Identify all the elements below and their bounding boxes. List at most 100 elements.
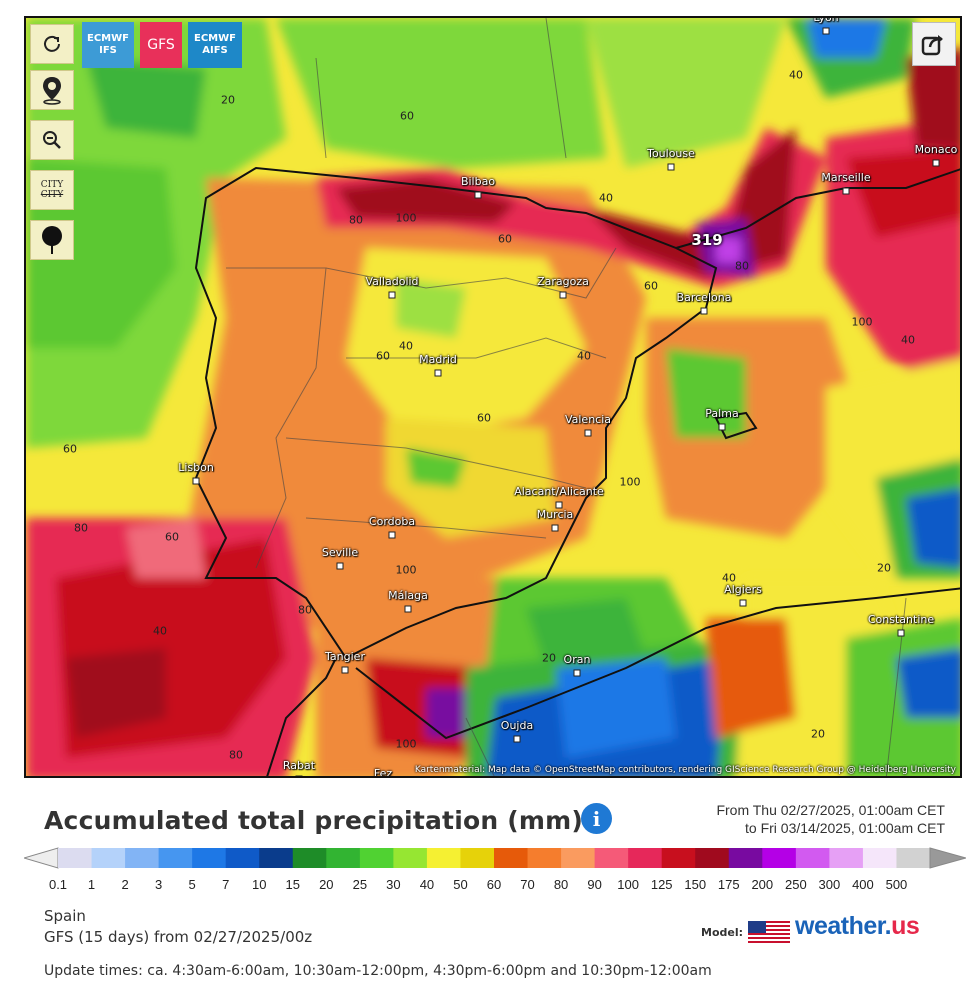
scale-tick-label: 70 [520, 877, 535, 892]
scale-swatch [494, 848, 529, 868]
city-marker[interactable] [559, 291, 567, 299]
city-marker[interactable] [388, 531, 396, 539]
zoom-out-button[interactable] [30, 120, 74, 160]
model-ecmwf-ifs-button[interactable]: ECMWF IFS [82, 22, 134, 68]
isoline-label: 60 [165, 530, 179, 544]
city-marker[interactable] [434, 369, 442, 377]
city-label: Toulouse [647, 147, 695, 160]
isoline-label: 20 [877, 561, 891, 575]
region-name: Spain [44, 907, 86, 925]
region-info: Spain GFS (15 days) from 02/27/2025/00z [44, 906, 312, 948]
model-label-line1: GFS [147, 37, 175, 53]
city-label: Murcia [536, 508, 574, 521]
scale-tick-label: 100 [617, 877, 639, 892]
scale-tick-label: 20 [319, 877, 334, 892]
scale-swatch [762, 848, 797, 868]
scale-tick-label: 0.1 [48, 877, 68, 892]
location-button[interactable] [30, 70, 74, 110]
isoline-label: 20 [221, 93, 235, 107]
scale-swatch [393, 848, 428, 868]
city-marker[interactable] [842, 187, 850, 195]
city-label: Oujda [500, 719, 534, 732]
city-label: Oran [563, 653, 591, 666]
city-marker[interactable] [822, 27, 830, 35]
scale-swatch [460, 848, 495, 868]
city-marker[interactable] [667, 163, 675, 171]
scale-swatch [426, 848, 461, 868]
scale-swatch [527, 848, 562, 868]
scale-tick-label: 500 [885, 877, 908, 892]
refresh-button[interactable] [30, 24, 74, 64]
info-icon[interactable]: i [581, 803, 612, 834]
isoline-label: 100 [395, 211, 417, 225]
city-label: Tangier [325, 650, 365, 663]
model-label-line1: ECMWF [194, 33, 236, 44]
city-label: Barcelona [676, 291, 732, 304]
isoline-label: 40 [577, 349, 591, 363]
scale-tick-label: 15 [285, 877, 300, 892]
isoline-label: 80 [229, 748, 243, 762]
city-marker[interactable] [404, 605, 412, 613]
isoline-label: 100 [851, 315, 873, 329]
us-flag-icon [748, 921, 790, 945]
isoline-label: 60 [477, 411, 491, 425]
location-pin-icon [43, 77, 61, 105]
model-gfs-button[interactable]: GFS [140, 22, 182, 68]
city-marker[interactable] [718, 423, 726, 431]
marker-button[interactable] [30, 220, 74, 260]
isoline-label: 60 [400, 109, 414, 123]
city-marker[interactable] [573, 669, 581, 677]
city-marker[interactable] [584, 429, 592, 437]
scale-tick-label: 90 [587, 877, 602, 892]
city-marker[interactable] [555, 501, 563, 509]
scale-tick-label: 50 [453, 877, 468, 892]
isoline-label: 60 [644, 279, 658, 293]
scale-swatch [561, 848, 596, 868]
isoline-label: 40 [722, 571, 736, 585]
time-range: From Thu 02/27/2025, 01:00am CET to Fri … [716, 801, 945, 837]
scale-arrow-left [24, 847, 59, 869]
brand-suffix: us [891, 912, 920, 940]
city-marker[interactable] [739, 599, 747, 607]
isoline-label: 40 [789, 68, 803, 82]
city-marker[interactable] [295, 775, 303, 776]
share-button[interactable] [912, 22, 956, 66]
model-ecmwf-aifs-button[interactable]: ECMWF AIFS [188, 22, 242, 68]
city-marker[interactable] [341, 666, 349, 674]
city-label: Fez [373, 767, 393, 778]
city-label: Zaragoza [537, 275, 589, 288]
city-label: Cordoba [368, 515, 416, 528]
city-marker[interactable] [932, 159, 940, 167]
city-label: Seville [321, 546, 359, 559]
city-marker[interactable] [700, 307, 708, 315]
borders [226, 18, 907, 776]
city-label: Alacant/Alicante [514, 485, 604, 498]
update-times: Update times: ca. 4:30am-6:00am, 10:30am… [44, 963, 712, 979]
scale-tick-label: 40 [419, 877, 435, 892]
brand-logo[interactable]: weather.us [795, 912, 920, 941]
city-marker[interactable] [474, 191, 482, 199]
city-marker[interactable] [192, 477, 200, 485]
model-label-line2: AIFS [202, 45, 228, 56]
city-marker[interactable] [551, 524, 559, 532]
scale-tick-label: 7 [222, 877, 230, 892]
city-marker[interactable] [336, 562, 344, 570]
isoline-label: 60 [376, 349, 390, 363]
city-marker[interactable] [513, 735, 521, 743]
city-label: Palma [705, 407, 739, 420]
scale-swatch [292, 848, 327, 868]
scale-swatch [259, 848, 294, 868]
isoline-label: 100 [395, 563, 417, 577]
refresh-icon [44, 35, 60, 52]
city-marker[interactable] [897, 629, 905, 637]
precipitation-map[interactable]: 20 60 80 100 60 40 40 60 80 100 40 60 80 60 40 60 40 40 60… [24, 16, 962, 778]
precipitation-field [26, 18, 960, 776]
isoline-label: 60 [498, 232, 512, 246]
city-toggle-button[interactable]: CITY CITY [30, 170, 74, 210]
isoline-label: 20 [811, 727, 825, 741]
scale-swatch [192, 848, 227, 868]
time-range-to: to Fri 03/14/2025, 01:00am CET [745, 820, 945, 836]
scale-swatch [695, 848, 730, 868]
city-marker[interactable] [388, 291, 396, 299]
scale-swatch [125, 848, 160, 868]
